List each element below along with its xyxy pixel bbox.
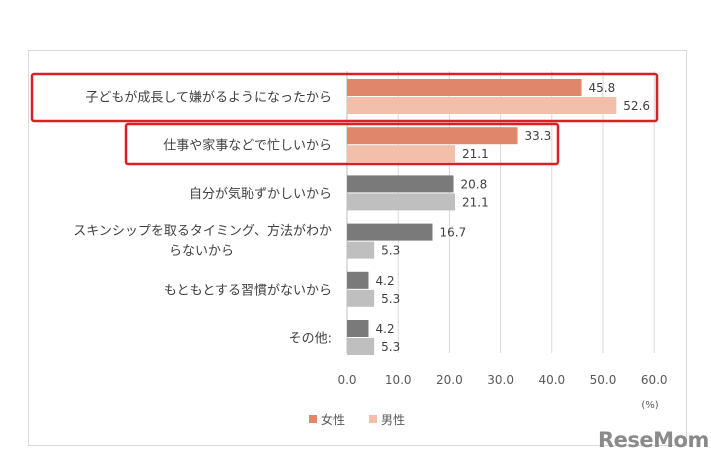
bar-female-0 bbox=[347, 79, 582, 96]
bar-female-3 bbox=[347, 223, 433, 241]
grid-lines bbox=[346, 71, 655, 353]
legend-label-female: 女性 bbox=[321, 412, 345, 427]
highlight-box-2 bbox=[124, 122, 560, 166]
category-label: 仕事や家事などで忙しいから bbox=[163, 138, 332, 154]
legend-swatch-male bbox=[369, 415, 377, 423]
bar-female-5 bbox=[347, 320, 369, 337]
value-label: 16.7 bbox=[440, 226, 467, 240]
category-label: らないから bbox=[169, 244, 234, 259]
x-tick-label: 0.0 bbox=[337, 373, 356, 387]
value-label: 33.3 bbox=[524, 129, 551, 143]
bar-male-5 bbox=[347, 338, 375, 355]
bar-female-2 bbox=[347, 175, 454, 193]
bar-chart: 0.0 10.0 20.0 30.0 40.0 50.0 60.0 (%) 45.8 52.6 子ど… bbox=[30, 71, 668, 427]
category-label: もともとする習慣がないから bbox=[164, 282, 332, 298]
highlight-box-1 bbox=[30, 72, 659, 123]
bar-male-1 bbox=[347, 145, 456, 163]
value-label: 52.6 bbox=[623, 99, 650, 113]
x-tick-label: 60.0 bbox=[641, 373, 668, 387]
legend-swatch-female bbox=[309, 415, 317, 423]
x-tick-label: 20.0 bbox=[436, 373, 463, 387]
x-unit-label: (%) bbox=[641, 400, 658, 411]
bar-female-1 bbox=[347, 127, 518, 145]
x-tick-label: 40.0 bbox=[538, 373, 565, 387]
labels: 0.0 10.0 20.0 30.0 40.0 50.0 60.0 (%) 45.8 52.6 子ど… bbox=[73, 81, 667, 411]
category-label: スキンシップを取るタイミング、方法がわか bbox=[73, 223, 332, 239]
value-label: 4.2 bbox=[376, 322, 395, 336]
category-label: その他: bbox=[289, 332, 332, 347]
x-tick-label: 10.0 bbox=[385, 373, 412, 387]
bar-male-2 bbox=[347, 193, 456, 211]
x-tick-label: 30.0 bbox=[487, 373, 514, 387]
value-label: 45.8 bbox=[588, 81, 615, 95]
value-label: 4.2 bbox=[376, 274, 395, 288]
bar-male-4 bbox=[347, 289, 375, 307]
bar-male-0 bbox=[347, 97, 617, 114]
category-label: 自分が気恥ずかしいから bbox=[189, 186, 332, 202]
value-label: 21.1 bbox=[462, 147, 489, 161]
value-label: 5.3 bbox=[381, 244, 400, 258]
watermark-logo: ReseMom bbox=[598, 428, 709, 452]
bar-male-3 bbox=[347, 241, 375, 259]
value-label: 5.3 bbox=[381, 292, 400, 306]
chart-frame: 0.0 10.0 20.0 30.0 40.0 50.0 60.0 (%) 45.8 52.6 子ど… bbox=[28, 50, 687, 446]
value-label: 20.8 bbox=[460, 177, 487, 191]
category-label: 子どもが成長して嫌がるようになったから bbox=[85, 91, 332, 106]
legend: 女性 男性 bbox=[309, 412, 405, 427]
x-tick-label: 50.0 bbox=[590, 373, 617, 387]
value-label: 5.3 bbox=[381, 340, 400, 354]
bar-female-4 bbox=[347, 271, 369, 289]
legend-label-male: 男性 bbox=[381, 413, 405, 427]
bars bbox=[347, 79, 617, 355]
value-label: 21.1 bbox=[462, 195, 489, 209]
highlight-boxes bbox=[30, 72, 659, 166]
